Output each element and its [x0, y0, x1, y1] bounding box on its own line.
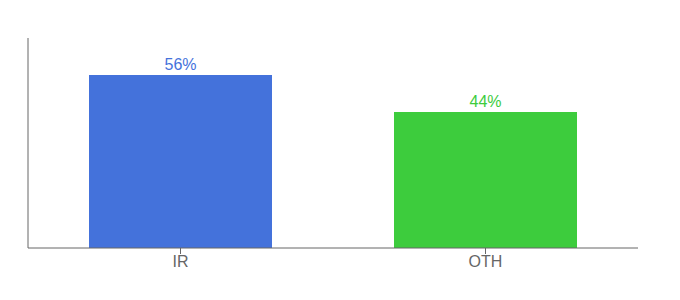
- svg-text:IR: IR: [173, 253, 189, 270]
- svg-text:44%: 44%: [469, 93, 501, 110]
- svg-text:OTH: OTH: [469, 253, 503, 270]
- svg-text:56%: 56%: [164, 56, 196, 73]
